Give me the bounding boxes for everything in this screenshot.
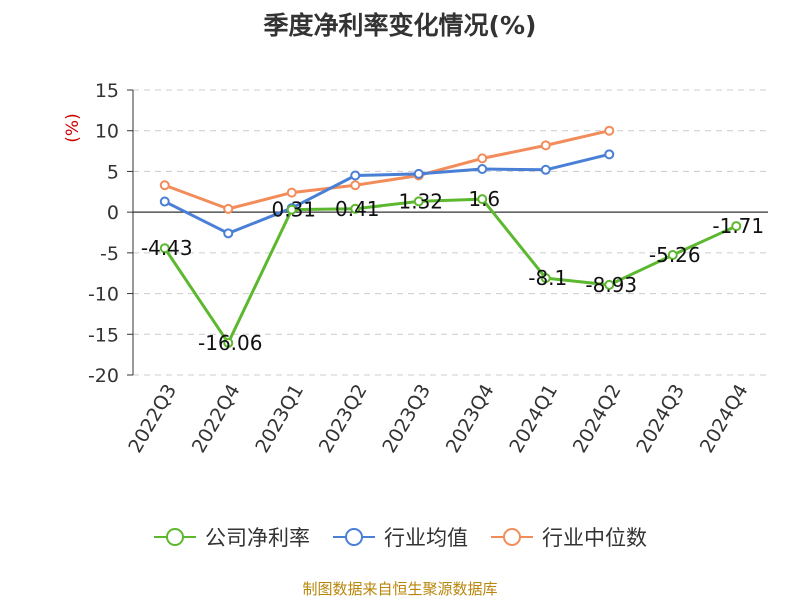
- y-tick-label: 15: [95, 80, 119, 102]
- legend-swatch-icon: [154, 528, 196, 546]
- x-tick-label: 2024Q1: [505, 381, 562, 457]
- legend-swatch-icon: [333, 528, 375, 546]
- data-point: [413, 196, 424, 207]
- y-tick-label: -5: [100, 243, 119, 265]
- legend-item[interactable]: 公司净利率: [153, 522, 310, 552]
- data-label: 1.6: [468, 187, 500, 211]
- y-tick-label: -10: [88, 284, 119, 306]
- data-label: -8.1: [528, 266, 567, 290]
- data-label: -16.06: [198, 331, 262, 355]
- legend-item[interactable]: 行业中位数: [490, 522, 647, 552]
- data-point: [477, 153, 488, 164]
- data-point: [413, 168, 424, 179]
- series-line: [164, 152, 610, 235]
- data-labels: -4.43 -16.06 0.31 0.41 1.32 1.6 -8.1 -8.93 -5.26…: [141, 187, 764, 355]
- data-point: [540, 140, 551, 151]
- data-point: [604, 279, 615, 290]
- legend-label: 公司净利率: [205, 526, 310, 550]
- series-line: [163, 197, 737, 345]
- y-tick-label: 0: [107, 202, 119, 224]
- x-tick-label: 2022Q4: [188, 381, 245, 457]
- legend-item[interactable]: 行业均值: [332, 522, 468, 552]
- data-point: [159, 243, 170, 254]
- source-note: 制图数据来自恒生聚源数据库: [302, 580, 498, 598]
- data-label: -5.26: [649, 243, 701, 267]
- data-point: [286, 204, 297, 215]
- data-point: [223, 203, 234, 214]
- x-tick-label: 2023Q3: [378, 381, 435, 457]
- data-point: [604, 149, 615, 160]
- x-tick-label: 2023Q1: [251, 381, 308, 457]
- x-tick-label: 2024Q4: [696, 381, 753, 457]
- legend: 公司净利率 行业均值 行业中位数: [0, 522, 800, 552]
- x-tick-label: 2023Q4: [442, 381, 499, 457]
- data-point: [477, 163, 488, 174]
- data-point: [223, 228, 234, 239]
- x-tick-label: 2022Q3: [124, 381, 181, 457]
- data-label: 0.31: [271, 198, 316, 222]
- y-tick-label: 10: [95, 121, 119, 143]
- legend-swatch-icon: [491, 528, 533, 546]
- data-point: [350, 203, 361, 214]
- data-point: [477, 194, 488, 205]
- data-label: 1.32: [398, 189, 443, 213]
- legend-label: 行业均值: [384, 526, 468, 550]
- x-tick-label: 2023Q2: [315, 381, 372, 457]
- data-point: [731, 221, 742, 232]
- data-point: [350, 180, 361, 191]
- legend-label: 行业中位数: [542, 526, 647, 550]
- data-point: [540, 273, 551, 284]
- data-point: [667, 249, 678, 260]
- y-tick-label: 5: [107, 161, 119, 183]
- x-tick-label: 2024Q3: [632, 381, 689, 457]
- series-line: [164, 129, 610, 211]
- data-label: -4.43: [141, 236, 193, 260]
- grid-lines: [133, 89, 768, 376]
- x-tick-label: 2024Q2: [569, 381, 626, 457]
- data-point: [350, 170, 361, 181]
- data-point: [159, 196, 170, 207]
- y-tick-label: -15: [88, 324, 119, 346]
- data-point: [159, 180, 170, 191]
- data-label: -1.71: [712, 214, 764, 238]
- y-tick-label: -20: [88, 365, 119, 387]
- data-point: [604, 125, 615, 136]
- data-label: -8.93: [585, 273, 637, 297]
- data-label: 0.41: [335, 197, 380, 221]
- data-point: [223, 337, 234, 348]
- data-point: [286, 187, 297, 198]
- series-lines: [159, 125, 742, 348]
- data-point: [540, 164, 551, 175]
- y-axis-label: (%): [63, 113, 83, 142]
- chart-title: 季度净利率变化情况(%): [263, 11, 537, 40]
